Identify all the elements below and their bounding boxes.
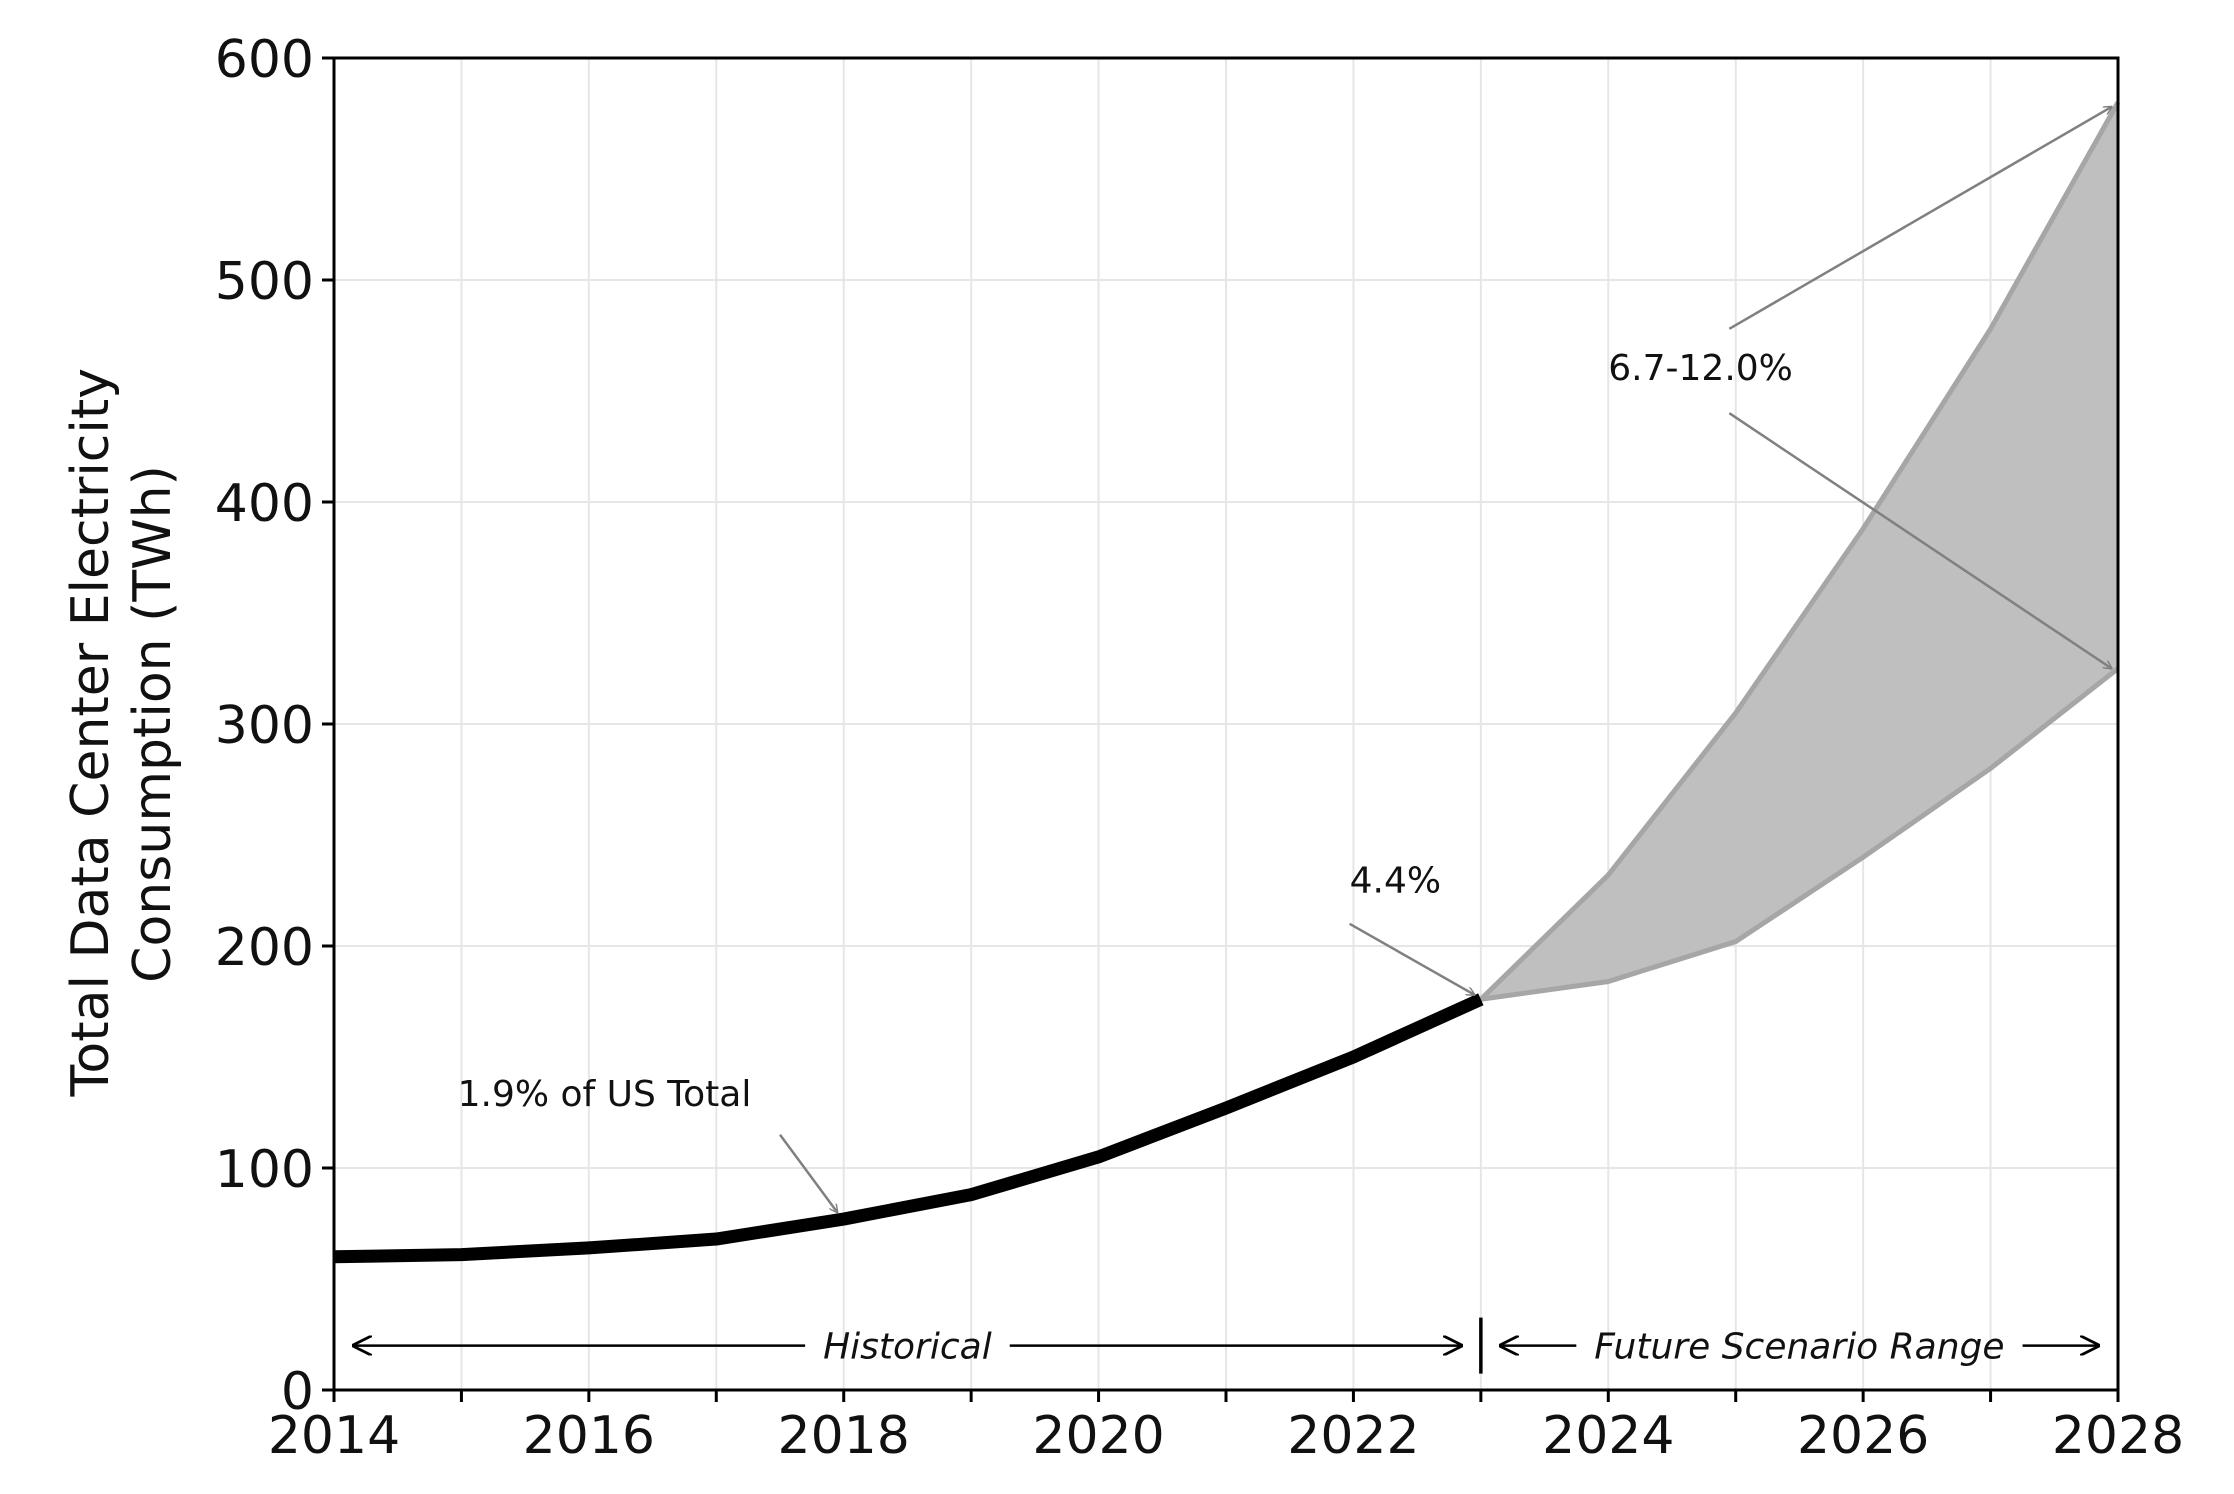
y-tick-label: 300 <box>215 696 314 756</box>
y-axis-title: Total Data Center Electricity Consumptio… <box>61 351 183 1097</box>
x-tick-label: 2028 <box>2052 1406 2184 1466</box>
scenario-high-edge <box>1479 101 2121 1002</box>
annotations: 1.9% of US Total 4.4% 6.7-12.0% <box>458 348 1793 1115</box>
annotation-label: 6.7-12.0% <box>1608 348 1793 389</box>
historical-series <box>333 993 1484 1264</box>
y-tick-label: 100 <box>215 1140 314 1200</box>
annotation-arrow <box>1728 412 2111 668</box>
x-tick-label: 2018 <box>778 1406 910 1466</box>
y-axis-title-line-2: Consumption (TWh) <box>123 465 183 983</box>
historical-line <box>333 993 1484 1264</box>
y-tick-label: 600 <box>215 30 314 90</box>
y-axis: 0 100 200 300 400 500 600 <box>215 30 334 1422</box>
y-tick-label: 0 <box>281 1362 314 1422</box>
y-axis-title-line-1: Total Data Center Electricity <box>61 368 121 1098</box>
x-tick-label: 2022 <box>1287 1406 1419 1466</box>
annotation-label: 4.4% <box>1350 861 1441 902</box>
scenario-low-edge <box>1480 666 2120 1002</box>
scenario-band <box>1480 102 2118 1000</box>
annotation-arrow <box>778 1133 837 1213</box>
region-label: Future Scenario Range <box>1594 1327 2004 1368</box>
annotation-arrow <box>1728 107 2111 330</box>
annotation-label: 1.9% of US Total <box>458 1074 752 1115</box>
y-tick-label: 200 <box>215 918 314 978</box>
x-axis: 2014 2016 2018 2020 2022 2024 2026 2028 <box>268 1390 2184 1466</box>
y-tick-label: 400 <box>215 474 314 534</box>
y-tick-label: 500 <box>215 252 314 312</box>
x-tick-label: 2016 <box>523 1406 655 1466</box>
annotation-arrow <box>1348 922 1475 995</box>
x-tick-label: 2026 <box>1797 1406 1929 1466</box>
annotation-arrows <box>778 107 2112 1213</box>
region-label: Historical <box>823 1327 992 1368</box>
x-tick-label: 2014 <box>268 1406 400 1466</box>
x-tick-label: 2024 <box>1542 1406 1674 1466</box>
region-markers: Historical Future Scenario Range <box>354 1317 2098 1374</box>
scenario-range <box>1479 101 2121 1002</box>
x-tick-label: 2020 <box>1032 1406 1164 1466</box>
